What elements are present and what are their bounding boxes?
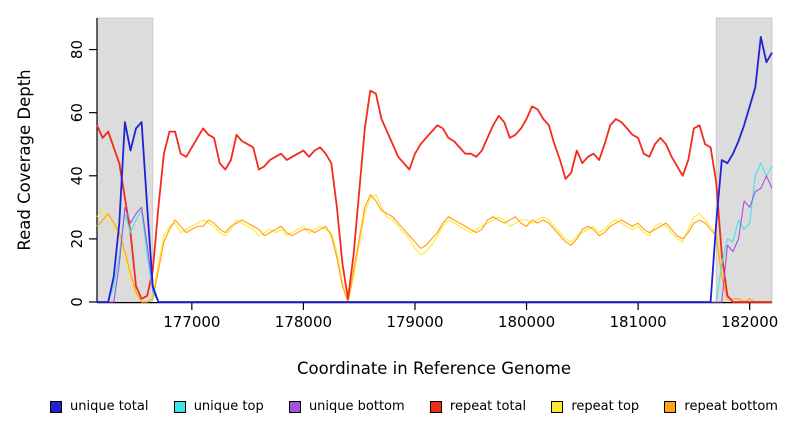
series-line-unique-bottom [97, 175, 773, 303]
legend-item-repeat-bottom: repeat bottom [664, 397, 778, 417]
series-line-unique-total [97, 36, 773, 303]
legend-item-repeat-total: repeat total [429, 397, 527, 417]
series-line-unique-top [97, 162, 773, 303]
legend-label-repeat-top: repeat top [571, 399, 640, 414]
legend-swatch-repeat-total [429, 401, 442, 413]
y-tick-label: 60 [68, 103, 86, 122]
highlight-region-1 [715, 17, 773, 303]
legend-label-unique-top: unique top [193, 399, 264, 414]
y-tick-label: 40 [68, 166, 86, 185]
legend-item-unique-total: unique total [50, 397, 148, 417]
legend-swatch-unique-bottom [288, 401, 301, 413]
y-axis-title: Read Coverage Depth [15, 69, 34, 250]
legend-label-repeat-total: repeat total [449, 399, 527, 414]
x-tick-label: 179000 [386, 313, 443, 331]
legend-label-unique-total: unique total [70, 399, 149, 414]
legend-item-repeat-top: repeat top [551, 397, 639, 417]
highlight-regions [96, 17, 773, 303]
plot-canvas: 177000 178000 179000 180000 181000 182000 0 20 4… [15, 17, 778, 378]
y-tick-label: 20 [68, 229, 86, 248]
series-line-repeat-total [96, 89, 772, 303]
legend-swatch-unique-top [173, 401, 186, 413]
y-tick-label: 80 [68, 40, 86, 59]
y-tick-label: 0 [68, 297, 86, 307]
x-tick-label: 178000 [275, 313, 332, 331]
legend-swatch-repeat-bottom [664, 401, 677, 413]
legend: unique total unique top unique bottom re… [0, 397, 792, 417]
x-tick-label: 177000 [163, 313, 220, 331]
series-line-repeat-bottom [96, 194, 772, 303]
axes: 177000 178000 179000 180000 181000 182000 0 20 4… [68, 18, 778, 331]
x-tick-label: 181000 [609, 313, 666, 331]
legend-swatch-unique-total [50, 401, 62, 413]
series-line-repeat-top [96, 194, 772, 303]
legend-label-unique-bottom: unique bottom [308, 399, 405, 414]
legend-item-unique-top: unique top [173, 397, 264, 417]
legend-swatch-repeat-top [551, 401, 564, 413]
legend-label-repeat-bottom: repeat bottom [684, 399, 778, 414]
x-tick-label: 180000 [498, 313, 555, 331]
x-axis-title: Coordinate in Reference Genome [297, 359, 571, 378]
legend-item-unique-bottom: unique bottom [288, 397, 405, 417]
series-lines [96, 36, 773, 303]
x-tick-label: 182000 [721, 313, 778, 331]
